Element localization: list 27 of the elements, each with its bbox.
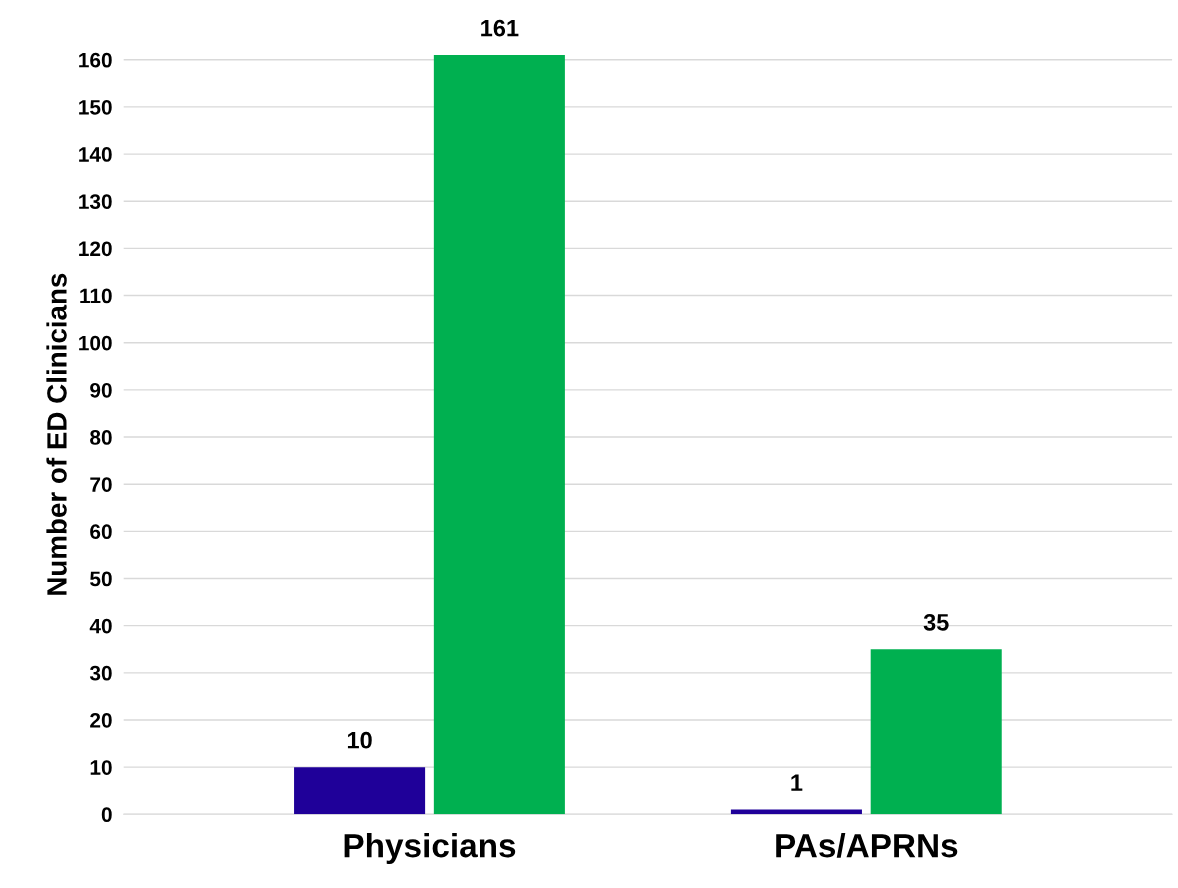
- bar: [870, 649, 1002, 815]
- y-tick-label: 0: [101, 807, 112, 823]
- y-tick-label: 110: [80, 288, 112, 304]
- y-tick-label: 80: [90, 430, 112, 445]
- y-tick-label: 90: [90, 382, 112, 398]
- y-tick-label: 30: [89, 665, 112, 681]
- data-label: 35: [923, 613, 949, 631]
- y-tick-label: 20: [90, 712, 112, 728]
- x-tick-label: Physicians: [344, 833, 516, 865]
- y-tick-label: 100: [79, 335, 112, 351]
- data-label: 1: [791, 774, 803, 791]
- y-tick-label: 40: [89, 618, 112, 634]
- y-tick-label: 130: [79, 194, 112, 210]
- y-tick-label: 60: [90, 524, 112, 540]
- bar: [294, 767, 426, 815]
- data-label: 10: [347, 731, 372, 749]
- y-tick-label: 160: [79, 52, 112, 68]
- y-tick-label: 50: [90, 571, 112, 587]
- y-axis-title: Number of ED Clinicians: [46, 273, 67, 595]
- y-tick-label: 120: [79, 241, 112, 257]
- y-tick-label: 140: [79, 147, 112, 162]
- x-tick-label: PAs/APRNs: [776, 833, 958, 858]
- bar: [433, 55, 565, 815]
- y-tick-label: 150: [79, 99, 112, 115]
- y-tick-label: 10: [90, 760, 112, 775]
- data-label: 161: [481, 19, 519, 37]
- y-tick-label: 70: [90, 477, 112, 492]
